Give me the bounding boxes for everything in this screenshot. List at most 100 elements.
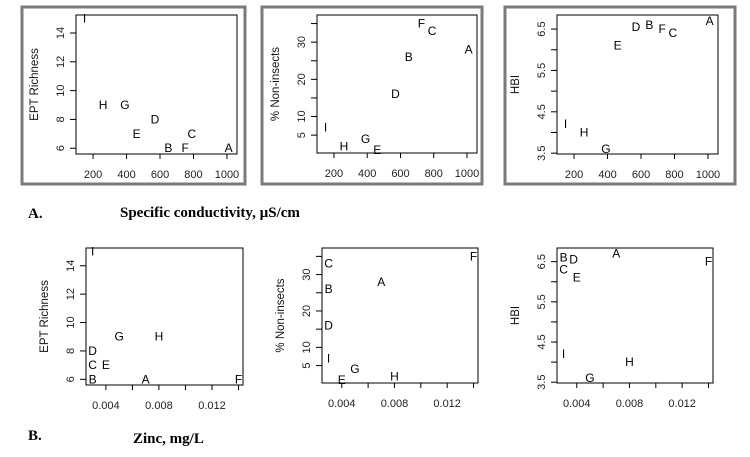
panel-frame bbox=[20, 5, 247, 186]
point-D: D bbox=[151, 112, 160, 126]
x-tick-label: 0.012 bbox=[433, 398, 461, 410]
y-tick-label: 6 bbox=[55, 145, 67, 151]
point-G: G bbox=[585, 371, 594, 385]
point-I: I bbox=[91, 245, 94, 259]
y-tick-label: 5 bbox=[301, 362, 313, 368]
plot-area bbox=[556, 14, 719, 155]
y-axis-label: HBI bbox=[510, 75, 522, 94]
scatter-panel-1: 200 400 600 800 1000 6 8 10 12 14 EPT Richness A B C D… bbox=[20, 5, 247, 186]
x-tick-label: 1000 bbox=[696, 169, 720, 181]
y-axis-label: % Non-insects bbox=[275, 278, 287, 352]
y-tick-label: 10 bbox=[55, 84, 67, 96]
y-tick-label: 4.5 bbox=[536, 104, 548, 119]
y-tick-label: 6.5 bbox=[536, 254, 548, 269]
x-tick-label: 200 bbox=[325, 168, 343, 180]
point-B: B bbox=[560, 251, 568, 265]
point-F: F bbox=[470, 249, 477, 263]
y-axis-label: HBI bbox=[510, 306, 522, 325]
point-C: C bbox=[88, 358, 97, 372]
y-tick-label: 6 bbox=[65, 376, 77, 382]
point-H: H bbox=[99, 98, 108, 112]
point-E: E bbox=[614, 39, 622, 53]
point-F: F bbox=[705, 255, 712, 269]
y-tick-label: 12 bbox=[65, 288, 77, 300]
point-F: F bbox=[181, 141, 188, 155]
scatter-panel-5: 0.004 0.008 0.012 5 10 20 30 % Non-insects A BC D E… bbox=[275, 247, 479, 410]
point-G: G bbox=[350, 362, 359, 376]
point-E: E bbox=[573, 271, 581, 285]
point-A: A bbox=[142, 372, 150, 386]
point-H: H bbox=[580, 125, 589, 139]
y-tick-label: 5 bbox=[296, 132, 308, 138]
point-B: B bbox=[164, 141, 172, 155]
y-tick-label: 12 bbox=[55, 56, 67, 68]
point-D: D bbox=[391, 87, 400, 101]
point-F: F bbox=[235, 372, 242, 386]
x-tick-label: 1000 bbox=[455, 168, 479, 180]
point-I: I bbox=[83, 12, 86, 26]
panel-frame bbox=[260, 5, 484, 186]
x-tick-label: 600 bbox=[632, 169, 650, 181]
y-tick-label: 5.5 bbox=[536, 63, 548, 78]
point-I: I bbox=[564, 117, 567, 131]
caption-b-xlabel: Zinc, mg/L bbox=[133, 431, 204, 447]
point-C: C bbox=[668, 26, 677, 40]
x-tick-label: 1000 bbox=[215, 169, 239, 181]
y-tick-label: 10 bbox=[301, 341, 313, 353]
y-tick-label: 3.5 bbox=[536, 375, 548, 390]
y-tick-label: 20 bbox=[301, 305, 313, 317]
point-D: D bbox=[324, 319, 333, 333]
plot-area bbox=[321, 247, 479, 384]
x-tick-label: 800 bbox=[184, 169, 202, 181]
x-tick-label: 0.012 bbox=[198, 400, 226, 412]
x-tick-label: 0.008 bbox=[145, 400, 173, 412]
point-I: I bbox=[327, 351, 330, 365]
x-tick-label: 0.012 bbox=[668, 398, 696, 410]
x-tick-label: 200 bbox=[84, 169, 102, 181]
point-B: B bbox=[645, 18, 653, 32]
y-tick-label: 4.5 bbox=[536, 334, 548, 349]
caption-a-xlabel: Specific conductivity, µS/cm bbox=[120, 205, 300, 221]
y-tick-label: 8 bbox=[55, 116, 67, 122]
y-tick-label: 8 bbox=[65, 348, 77, 354]
point-B: B bbox=[325, 282, 333, 296]
point-D: D bbox=[569, 253, 578, 267]
point-C: C bbox=[187, 127, 196, 141]
y-tick-label: 14 bbox=[65, 260, 77, 272]
y-tick-label: 30 bbox=[296, 36, 308, 48]
point-D: D bbox=[632, 20, 641, 34]
y-axis-label: EPT Richness bbox=[29, 48, 41, 121]
point-G: G bbox=[361, 132, 370, 146]
point-E: E bbox=[102, 358, 110, 372]
caption-a-letter: A. bbox=[28, 206, 43, 222]
point-H: H bbox=[390, 369, 399, 383]
plot-area bbox=[85, 247, 244, 386]
point-D: D bbox=[88, 344, 97, 358]
point-C: C bbox=[559, 263, 568, 277]
point-H: H bbox=[625, 355, 634, 369]
point-F: F bbox=[658, 22, 665, 36]
point-I: I bbox=[324, 121, 327, 135]
y-tick-label: 20 bbox=[296, 73, 308, 85]
plot-area bbox=[316, 14, 478, 154]
point-C: C bbox=[428, 24, 437, 38]
point-A: A bbox=[706, 14, 714, 28]
x-tick-label: 400 bbox=[598, 169, 616, 181]
plot-area bbox=[75, 14, 238, 155]
panel-frame bbox=[503, 5, 737, 186]
point-F: F bbox=[418, 17, 425, 31]
y-tick-label: 3.5 bbox=[536, 146, 548, 161]
x-tick-label: 600 bbox=[391, 168, 409, 180]
scatter-panel-4: 0.004 0.008 0.012 6 8 10 12 14 EPT Richness A BCDE… bbox=[39, 245, 244, 412]
x-tick-label: 800 bbox=[665, 169, 683, 181]
x-tick-label: 400 bbox=[117, 169, 135, 181]
point-E: E bbox=[373, 143, 381, 157]
point-A: A bbox=[612, 247, 620, 261]
scatter-panel-3: 200 400 600 800 1000 3.5 4.5 5.5 6.5 HBI A B C DE F GHI bbox=[503, 5, 737, 186]
x-tick-label: 600 bbox=[151, 169, 169, 181]
x-tick-label: 0.008 bbox=[381, 398, 409, 410]
y-tick-label: 14 bbox=[55, 27, 67, 39]
